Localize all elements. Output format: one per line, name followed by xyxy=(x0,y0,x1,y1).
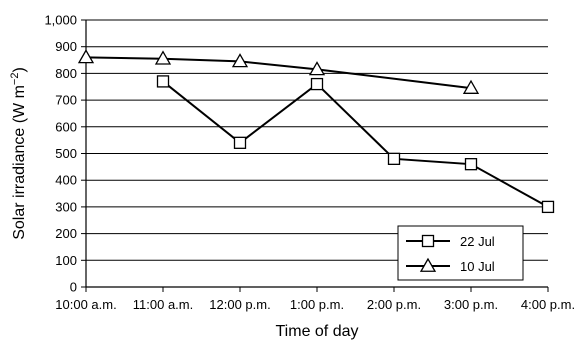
triangle-data-point xyxy=(154,50,172,65)
x-tick-label: 11:00 a.m. xyxy=(133,297,193,312)
x-tick-label: 10:00 a.m. xyxy=(55,297,116,312)
x-tick-labels: 10:00 a.m. 11:00 a.m. 12:00 p.m. 1:00 p.m. 2… xyxy=(55,297,575,312)
legend-label: 10 Jul xyxy=(460,259,495,274)
square-data-point xyxy=(387,152,401,165)
y-tick-label: 0 xyxy=(70,280,77,295)
square-data-point xyxy=(156,75,170,88)
triangle-data-point xyxy=(231,53,249,68)
y-tick-label: 100 xyxy=(55,253,77,268)
x-tick-label: 1:00 p.m. xyxy=(290,297,344,312)
y-tick-label: 200 xyxy=(55,226,77,241)
legend-triangle-icon xyxy=(419,257,437,272)
y-tick-label: 900 xyxy=(55,39,77,54)
legend: 22 Jul 10 Jul xyxy=(397,225,524,281)
y-axis-title-main: Solar irradiance (W m xyxy=(11,85,28,240)
series-triangle xyxy=(77,49,480,94)
x-axis-title: Time of day xyxy=(276,323,359,340)
y-tick-label: 1,000 xyxy=(44,13,77,28)
x-tick-label: 2:00 p.m. xyxy=(367,297,421,312)
x-tick-label: 4:00 p.m. xyxy=(521,297,575,312)
triangle-data-point xyxy=(77,49,95,64)
axes xyxy=(81,19,549,292)
square-data-point xyxy=(233,136,247,149)
legend-label: 22 Jul xyxy=(460,234,495,249)
y-tick-label: 400 xyxy=(55,173,77,188)
x-tick-label: 3:00 p.m. xyxy=(444,297,498,312)
y-axis-title-superscript: −2 xyxy=(9,73,21,86)
series-line xyxy=(162,80,549,208)
square-data-point xyxy=(310,77,324,91)
triangle-data-point xyxy=(308,61,326,76)
y-tick-label: 700 xyxy=(55,93,77,108)
triangle-data-point xyxy=(462,79,480,94)
series-square xyxy=(156,75,555,214)
legend-box xyxy=(397,225,524,281)
y-axis-title: Solar irradiance (W m−2) xyxy=(9,67,28,240)
y-tick-label: 800 xyxy=(55,66,77,81)
y-tick-label: 500 xyxy=(55,146,77,161)
y-tick-labels: 0 100 200 300 400 500 600 700 800 900 1,000 xyxy=(44,13,77,295)
y-tick-label: 300 xyxy=(55,199,77,214)
square-data-point xyxy=(541,200,555,214)
square-data-point xyxy=(464,158,478,171)
series-line xyxy=(85,56,472,90)
series-group xyxy=(77,49,555,214)
y-tick-label: 600 xyxy=(55,119,77,134)
x-tick-label: 12:00 p.m. xyxy=(209,297,270,312)
gridlines xyxy=(86,19,548,261)
y-axis-title-close: ) xyxy=(11,67,28,72)
legend-square-icon xyxy=(421,234,435,248)
